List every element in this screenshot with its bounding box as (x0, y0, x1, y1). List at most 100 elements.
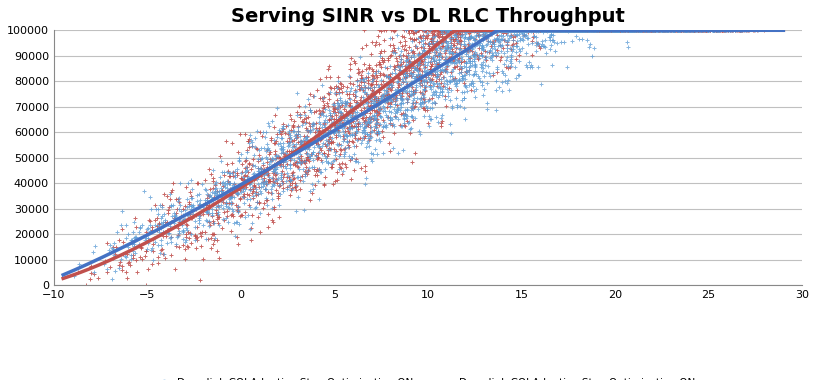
Point (182, 179, 195, 185)
Point (409, 65, 422, 71)
Point (607, 27, 620, 33)
Point (304, 109, 317, 115)
Point (367, 74, 380, 81)
Point (325, 164, 338, 170)
Point (667, 27, 681, 33)
Point (588, 27, 601, 33)
Point (582, 27, 595, 33)
Point (488, 27, 501, 33)
Point (313, 144, 326, 150)
Point (426, 54, 439, 60)
Point (254, 128, 267, 135)
Point (476, 27, 489, 33)
Point (503, 27, 517, 33)
Point (285, 187, 298, 193)
Point (512, 28, 526, 34)
Point (264, 158, 277, 164)
Point (575, 27, 588, 33)
Point (223, 196, 236, 203)
Point (734, 27, 747, 33)
Point (211, 212, 224, 218)
Point (707, 27, 720, 33)
Point (361, 139, 374, 146)
Point (317, 95, 330, 101)
Point (488, 27, 501, 33)
Point (672, 27, 685, 33)
Point (417, 78, 430, 84)
Point (313, 128, 326, 134)
Point (625, 27, 638, 33)
Point (301, 154, 314, 160)
Point (516, 27, 529, 33)
Point (476, 27, 489, 33)
Point (529, 39, 542, 45)
Point (575, 27, 588, 33)
Point (549, 27, 562, 33)
Point (385, 84, 398, 90)
Point (335, 115, 348, 121)
Point (503, 63, 516, 70)
Point (647, 27, 660, 33)
Point (274, 191, 287, 197)
Point (166, 187, 179, 193)
Point (459, 27, 472, 33)
Point (308, 182, 322, 188)
Point (398, 116, 411, 122)
Point (289, 132, 302, 138)
Point (474, 27, 487, 33)
Point (368, 113, 381, 119)
Point (546, 27, 559, 33)
Point (641, 27, 654, 33)
Point (144, 194, 157, 200)
Point (138, 188, 151, 194)
Point (238, 169, 251, 175)
Point (246, 184, 259, 190)
Point (415, 50, 428, 56)
Point (486, 27, 499, 33)
Point (485, 27, 498, 33)
Point (589, 27, 602, 33)
Point (450, 30, 463, 36)
Point (448, 27, 461, 33)
Point (546, 37, 559, 43)
Point (454, 37, 467, 43)
Point (521, 27, 534, 33)
Point (446, 68, 459, 74)
Point (563, 27, 576, 33)
Point (417, 86, 430, 92)
Point (511, 27, 524, 33)
Point (304, 188, 317, 194)
Point (542, 27, 555, 33)
Point (235, 151, 248, 157)
Point (687, 27, 700, 33)
Point (259, 181, 272, 187)
Point (563, 27, 576, 33)
Point (384, 97, 397, 103)
Point (295, 160, 308, 166)
Point (451, 57, 464, 63)
Point (526, 40, 539, 46)
Point (381, 65, 394, 71)
Point (336, 168, 349, 174)
Point (473, 45, 486, 51)
Point (541, 27, 554, 33)
Point (200, 209, 213, 215)
Point (619, 27, 632, 33)
Point (623, 27, 636, 33)
Point (676, 27, 690, 33)
Point (397, 114, 410, 120)
Point (326, 129, 339, 135)
Point (290, 141, 303, 147)
Point (336, 120, 349, 126)
Point (601, 27, 614, 33)
Point (326, 112, 339, 119)
Point (473, 27, 486, 33)
Point (533, 27, 546, 33)
Point (317, 130, 330, 136)
Point (495, 36, 508, 42)
Point (358, 98, 371, 104)
Point (269, 165, 282, 171)
Point (272, 202, 285, 208)
Point (413, 56, 426, 62)
Point (364, 103, 377, 109)
